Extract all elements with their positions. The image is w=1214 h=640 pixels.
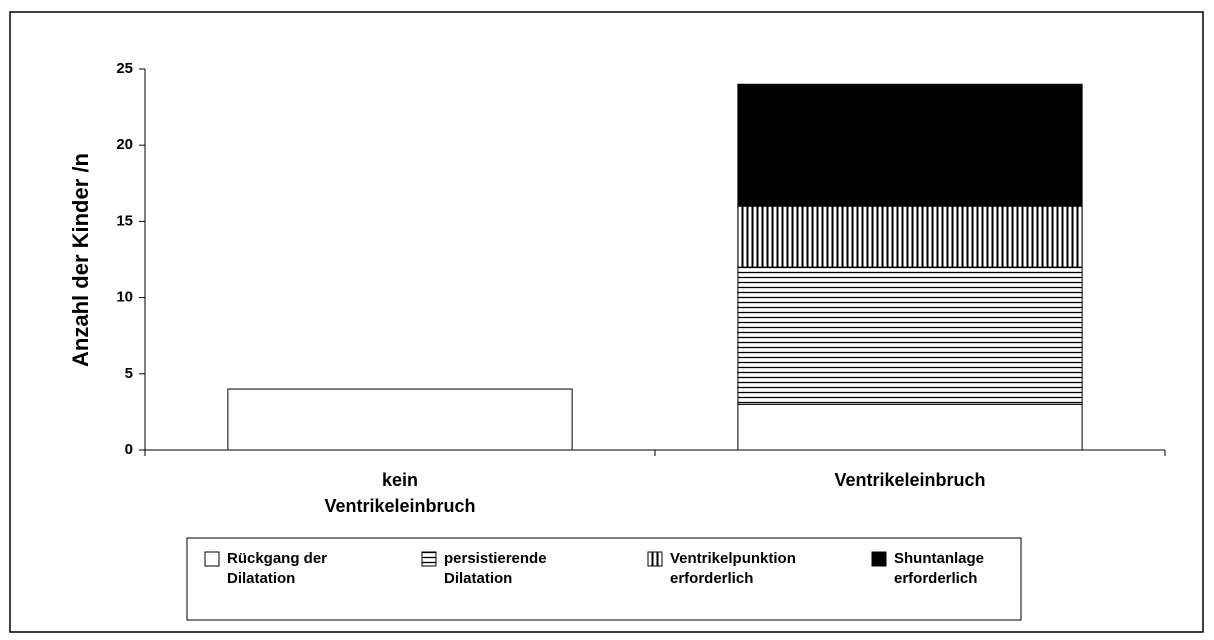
y-tick-label: 5	[125, 365, 133, 382]
x-tick-label: Ventrikeleinbruch	[834, 470, 986, 490]
legend-label: persistierende Dilatation	[444, 550, 547, 587]
y-tick-label: 25	[116, 60, 133, 77]
bar-segment	[737, 83, 1083, 207]
legend-label: Shuntanlage erforderlich	[894, 550, 985, 587]
legend-swatch	[204, 551, 220, 567]
legend-swatch	[647, 551, 663, 567]
x-tick-label: kein Ventrikeleinbruch	[324, 470, 476, 516]
legend-swatch	[421, 551, 437, 567]
y-tick-label: 10	[116, 289, 133, 306]
legend-box	[186, 537, 1022, 621]
bar-segment	[737, 266, 1083, 405]
bar-segment	[737, 205, 1083, 268]
y-tick-label: 20	[116, 136, 133, 153]
y-axis-label: Anzahl der Kinder /n	[68, 153, 93, 367]
bar-segment	[737, 403, 1083, 451]
y-tick-label: 0	[125, 441, 133, 458]
frame	[9, 11, 1204, 633]
legend-swatch	[871, 551, 887, 567]
bar-segment	[227, 388, 573, 451]
legend-label: Rückgang der Dilatation	[227, 550, 328, 587]
legend-label: Ventrikelpunktion erforderlich	[670, 550, 796, 587]
y-tick-label: 15	[116, 212, 133, 229]
